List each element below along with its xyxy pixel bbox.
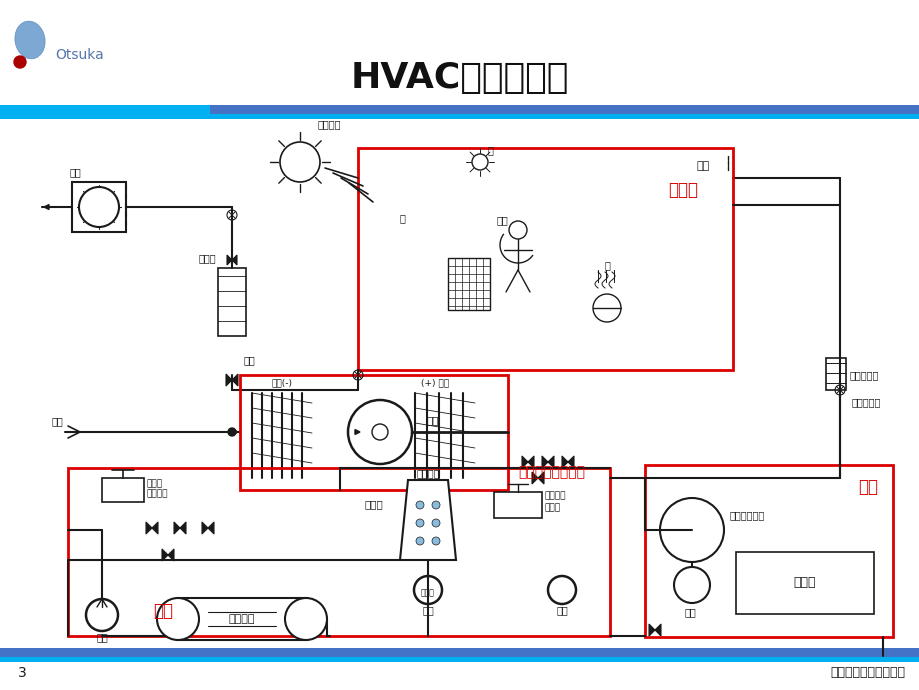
Text: 洁净室: 洁净室 — [667, 181, 698, 199]
Bar — [0, 657, 919, 662]
Text: 防火调节阀: 防火调节阀 — [851, 397, 880, 407]
Polygon shape — [562, 456, 573, 468]
Text: 水泵: 水泵 — [422, 605, 434, 615]
Polygon shape — [146, 522, 158, 534]
Circle shape — [415, 501, 424, 509]
Text: 苏州大冢制药有限公司: 苏州大冢制药有限公司 — [829, 667, 904, 680]
Bar — [825, 358, 845, 390]
Circle shape — [157, 598, 199, 640]
Bar — [735, 552, 873, 614]
Text: 汽水热交换器: 汽水热交换器 — [729, 510, 765, 520]
Text: 膨胀水箱: 膨胀水箱 — [147, 489, 168, 498]
Text: 膨胀水箱: 膨胀水箱 — [544, 491, 566, 500]
Polygon shape — [233, 429, 238, 435]
Text: 热源: 热源 — [857, 478, 877, 496]
Text: 初效(-): 初效(-) — [271, 379, 292, 388]
Text: 热: 热 — [399, 213, 404, 223]
Text: 高效: 高效 — [696, 161, 709, 171]
Circle shape — [432, 537, 439, 545]
Bar — [240, 375, 507, 490]
Text: 蒸汽: 蒸汽 — [685, 607, 696, 617]
Bar — [0, 105, 210, 114]
Circle shape — [432, 501, 439, 509]
Polygon shape — [174, 522, 186, 534]
Bar — [357, 148, 732, 370]
Polygon shape — [355, 429, 359, 435]
Bar — [102, 478, 144, 502]
Text: HVAC系统的组成: HVAC系统的组成 — [350, 61, 569, 95]
Bar — [218, 268, 245, 336]
Text: 水泵: 水泵 — [96, 632, 108, 642]
Polygon shape — [226, 374, 238, 386]
Polygon shape — [227, 255, 237, 265]
Bar — [177, 598, 306, 640]
Polygon shape — [648, 624, 660, 636]
Polygon shape — [202, 522, 214, 534]
Polygon shape — [162, 549, 174, 561]
Text: 太阳辐射: 太阳辐射 — [318, 119, 341, 129]
Bar — [644, 465, 892, 637]
Circle shape — [285, 598, 326, 640]
Text: 水泵: 水泵 — [555, 605, 567, 615]
Text: 新风: 新风 — [51, 416, 62, 426]
Text: 洁净空气处理单元: 洁净空气处理单元 — [517, 465, 584, 479]
Polygon shape — [400, 480, 456, 560]
Circle shape — [228, 428, 236, 436]
Text: 3: 3 — [18, 666, 27, 680]
Bar — [72, 182, 126, 232]
Ellipse shape — [15, 21, 45, 59]
Text: 消声器: 消声器 — [199, 253, 216, 263]
Polygon shape — [44, 204, 49, 210]
Text: 锅炉房: 锅炉房 — [793, 577, 815, 589]
Text: 自来水: 自来水 — [147, 480, 163, 489]
Text: Otsuka: Otsuka — [55, 48, 104, 62]
Text: 自来水: 自来水 — [544, 504, 561, 513]
Bar — [0, 105, 919, 114]
Circle shape — [415, 519, 424, 527]
Polygon shape — [541, 456, 553, 468]
Circle shape — [415, 537, 424, 545]
Text: 排风: 排风 — [70, 167, 82, 177]
Text: 湿: 湿 — [604, 260, 609, 270]
Bar — [494, 492, 541, 518]
Text: 防火调节阀: 防火调节阀 — [849, 370, 879, 380]
Text: 空调箱: 空调箱 — [364, 499, 383, 509]
Text: 冷水机组: 冷水机组 — [229, 614, 255, 624]
Text: 冷源: 冷源 — [153, 602, 173, 620]
Text: 自来水: 自来水 — [421, 589, 435, 598]
Circle shape — [371, 424, 388, 440]
Circle shape — [347, 400, 412, 464]
Bar — [0, 114, 919, 119]
Bar — [448, 258, 490, 310]
Bar — [68, 468, 609, 636]
Circle shape — [432, 519, 439, 527]
Circle shape — [14, 56, 26, 68]
Text: (+) 中效: (+) 中效 — [421, 379, 448, 388]
Text: 灯: 灯 — [487, 145, 494, 155]
Text: 送风: 送风 — [426, 415, 438, 425]
Circle shape — [79, 187, 119, 227]
Text: 热湿: 热湿 — [495, 215, 507, 225]
Text: 冷却水塔: 冷却水塔 — [415, 468, 439, 478]
Text: 回风: 回风 — [244, 355, 255, 365]
Polygon shape — [521, 456, 533, 468]
Bar — [0, 648, 919, 657]
Polygon shape — [531, 472, 543, 484]
